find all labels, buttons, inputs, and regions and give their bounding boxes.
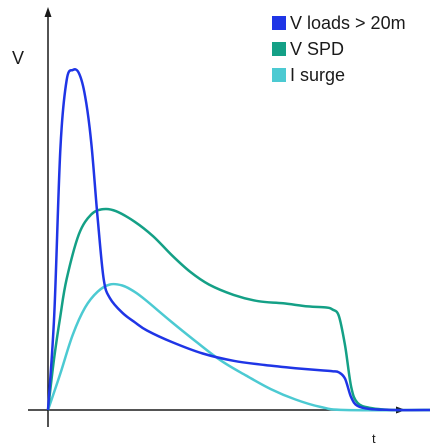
y-axis-arrow-icon [44,7,52,17]
legend-swatch-i-surge [272,68,286,82]
legend: V loads > 20m V SPD I surge [272,10,406,88]
legend-item-i-surge: I surge [272,62,406,88]
legend-label-v-loads: V loads > 20m [290,12,406,33]
legend-item-v-loads: V loads > 20m [272,10,406,36]
legend-swatch-v-spd [272,42,286,56]
legend-swatch-v-loads [272,16,286,30]
series-line-i-surge [46,282,430,412]
series-line-v-loads-20m [46,68,430,412]
legend-item-v-spd: V SPD [272,36,406,62]
series-line-v-spd [46,207,430,412]
legend-label-i-surge: I surge [290,64,346,85]
legend-label-v-spd: V SPD [290,38,345,59]
x-axis-label: t [372,431,376,446]
y-axis-label: V [12,48,25,68]
series-layer [46,68,430,412]
